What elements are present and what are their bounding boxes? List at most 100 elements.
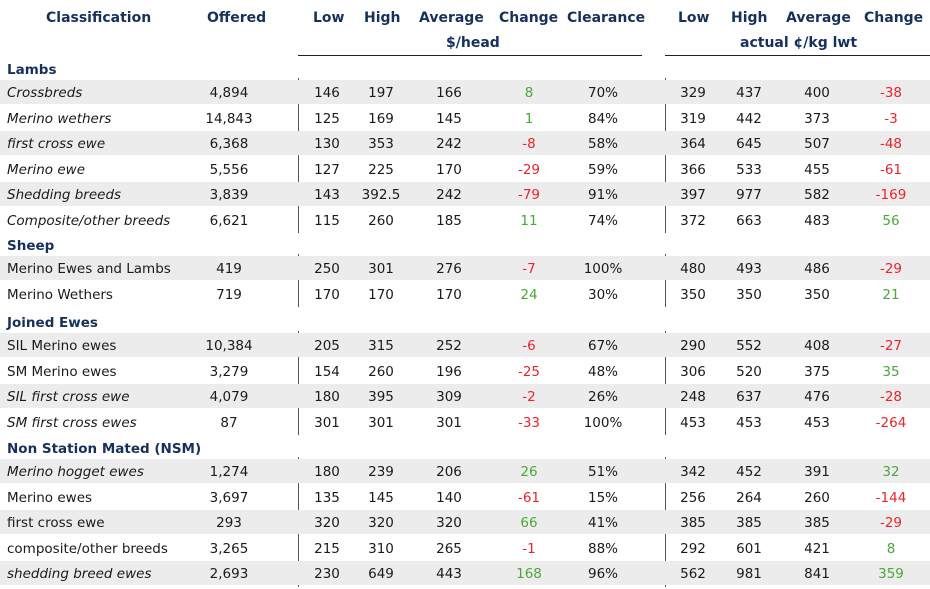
table-row: first cross ewe 6,368 130 353 242 -8 58% 364 645… bbox=[0, 131, 930, 155]
cell-avg: 166 bbox=[436, 85, 462, 101]
cell-change-kg: -28 bbox=[879, 389, 903, 405]
row-classification: Shedding breeds bbox=[7, 187, 122, 203]
cell-low-kg: 292 bbox=[680, 540, 706, 557]
cell-low-kg: 319 bbox=[680, 110, 706, 127]
cell-high: 315 bbox=[368, 338, 394, 354]
table-row: SIL first cross ewe 4,079 180 395 309 -2 26% 24… bbox=[0, 384, 930, 408]
table-row: SIL Merino ewes 10,384 205 315 252 -6 67% 290 55… bbox=[0, 333, 930, 357]
cell-change: -8 bbox=[522, 136, 536, 152]
cell-offered: 419 bbox=[216, 261, 242, 277]
cell-change: 168 bbox=[516, 566, 542, 582]
cell-high-kg: 977 bbox=[736, 187, 762, 203]
cell-change-kg: 56 bbox=[882, 212, 900, 229]
cell-low-kg: 290 bbox=[680, 338, 706, 354]
cell-change-kg: -61 bbox=[879, 161, 903, 178]
cell-low: 143 bbox=[314, 187, 340, 203]
cell-low: 301 bbox=[314, 414, 340, 431]
cell-low: 215 bbox=[314, 540, 340, 557]
cell-high-kg: 533 bbox=[736, 161, 762, 178]
cell-avg: 170 bbox=[436, 161, 462, 178]
cell-low: 154 bbox=[314, 363, 340, 380]
cell-clearance: 100% bbox=[583, 261, 623, 277]
cell-clearance: 96% bbox=[587, 566, 618, 582]
cell-change: 8 bbox=[524, 85, 534, 101]
row-classification: Merino wethers bbox=[7, 110, 112, 127]
cell-change-kg: -144 bbox=[875, 489, 907, 506]
cell-avg-kg: 375 bbox=[804, 363, 830, 380]
cell-change: -7 bbox=[522, 261, 536, 277]
section-title: Joined Ewes bbox=[7, 315, 98, 331]
cell-change: -61 bbox=[517, 489, 541, 506]
cell-avg-kg: 350 bbox=[804, 286, 830, 303]
table-row: shedding breed ewes 2,693 230 649 443 168 96% 5… bbox=[0, 561, 930, 585]
cell-change-kg: -27 bbox=[879, 338, 903, 354]
cell-change: -33 bbox=[517, 414, 541, 431]
table-row: Crossbreds 4,894 146 197 166 8 70% 329 437 400 -38 bbox=[0, 80, 930, 104]
cell-change: -2 bbox=[522, 389, 536, 405]
header-underline-head bbox=[298, 55, 642, 56]
cell-change-kg: -264 bbox=[875, 414, 907, 431]
cell-high: 395 bbox=[368, 389, 394, 405]
cell-high-kg: 350 bbox=[736, 286, 762, 303]
cell-offered: 3,697 bbox=[209, 489, 249, 506]
cell-avg-kg: 373 bbox=[804, 110, 830, 127]
header-change-head: Change bbox=[499, 10, 559, 26]
cell-high: 260 bbox=[368, 212, 394, 229]
cell-avg-kg: 582 bbox=[804, 187, 830, 203]
cell-avg: 252 bbox=[436, 338, 462, 354]
cell-high-kg: 493 bbox=[736, 261, 762, 277]
cell-high: 197 bbox=[368, 85, 394, 101]
cell-change-kg: -169 bbox=[875, 187, 907, 203]
row-classification: SM first cross ewes bbox=[7, 414, 137, 431]
cell-clearance: 91% bbox=[587, 187, 618, 203]
cell-low: 180 bbox=[314, 464, 340, 480]
cell-avg: 309 bbox=[436, 389, 462, 405]
cell-clearance: 58% bbox=[587, 136, 618, 152]
cell-avg-kg: 453 bbox=[804, 414, 830, 431]
cell-avg: 206 bbox=[436, 464, 462, 480]
cell-change: -79 bbox=[517, 187, 541, 203]
cell-offered: 5,556 bbox=[209, 161, 249, 178]
cell-offered: 3,279 bbox=[209, 363, 249, 380]
cell-low-kg: 364 bbox=[680, 136, 706, 152]
cell-high-kg: 981 bbox=[736, 566, 762, 582]
cell-change: -25 bbox=[517, 363, 541, 380]
cell-low: 180 bbox=[314, 389, 340, 405]
cell-offered: 6,621 bbox=[209, 212, 249, 229]
cell-change: -1 bbox=[522, 540, 536, 557]
cell-avg: 140 bbox=[436, 489, 462, 506]
header-classification: Classification bbox=[46, 10, 152, 26]
table-row: Merino Wethers 719 170 170 170 24 30% 350 350 350… bbox=[0, 282, 930, 306]
cell-high-kg: 452 bbox=[736, 464, 762, 480]
cell-high-kg: 442 bbox=[736, 110, 762, 127]
cell-clearance: 74% bbox=[587, 212, 618, 229]
row-classification: Merino hogget ewes bbox=[7, 464, 144, 480]
header-high-kg: High bbox=[731, 10, 768, 26]
cell-offered: 2,693 bbox=[209, 566, 249, 582]
table-row: Merino ewes 3,697 135 145 140 -61 15% 256 264 260… bbox=[0, 485, 930, 509]
cell-high-kg: 601 bbox=[736, 540, 762, 557]
cell-change-kg: 32 bbox=[882, 464, 900, 480]
table-row: Shedding breeds 3,839 143 392.5 242 -79 91% 397… bbox=[0, 182, 930, 206]
column-divider bbox=[298, 78, 299, 233]
header-underline-kg bbox=[665, 55, 930, 56]
cell-low-kg: 248 bbox=[680, 389, 706, 405]
cell-high-kg: 637 bbox=[736, 389, 762, 405]
header-low-head: Low bbox=[313, 10, 345, 26]
section-title: Sheep bbox=[7, 238, 55, 254]
cell-low: 127 bbox=[314, 161, 340, 178]
table-row: SM Merino ewes 3,279 154 260 196 -25 48% 306 520… bbox=[0, 359, 930, 383]
column-divider bbox=[298, 254, 299, 307]
row-classification: SM Merino ewes bbox=[7, 363, 117, 380]
cell-change: 66 bbox=[520, 515, 538, 531]
cell-change: 26 bbox=[520, 464, 538, 480]
cell-clearance: 88% bbox=[587, 540, 618, 557]
cell-avg: 301 bbox=[436, 414, 462, 431]
cell-clearance: 41% bbox=[587, 515, 618, 531]
header-average-kg: Average bbox=[786, 10, 851, 26]
unit-dollars-per-head: $/head bbox=[446, 35, 500, 51]
cell-high: 170 bbox=[368, 286, 394, 303]
section-title: Lambs bbox=[7, 62, 57, 78]
cell-offered: 4,894 bbox=[209, 85, 249, 101]
